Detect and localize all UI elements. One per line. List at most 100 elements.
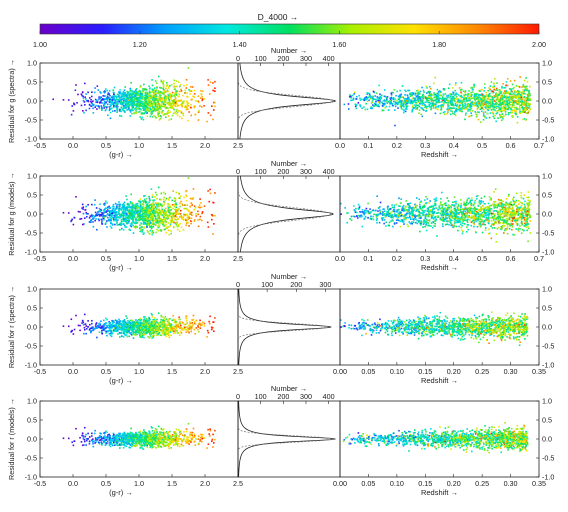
data-point bbox=[452, 93, 455, 95]
data-point bbox=[501, 101, 504, 104]
data-point bbox=[497, 103, 500, 106]
data-point bbox=[155, 218, 157, 220]
data-point bbox=[128, 206, 130, 209]
data-point bbox=[124, 93, 127, 95]
data-point bbox=[178, 93, 181, 96]
data-point bbox=[70, 113, 73, 116]
data-point bbox=[126, 97, 129, 99]
data-point bbox=[445, 202, 447, 204]
data-point bbox=[193, 208, 196, 211]
data-point bbox=[430, 222, 433, 224]
data-point bbox=[490, 237, 493, 240]
data-point bbox=[112, 216, 115, 219]
data-point bbox=[167, 97, 170, 100]
data-point bbox=[201, 211, 204, 213]
data-point bbox=[213, 101, 215, 104]
data-point bbox=[163, 216, 165, 219]
data-point bbox=[139, 99, 141, 102]
data-point bbox=[103, 218, 105, 221]
data-point bbox=[503, 102, 506, 104]
data-point bbox=[145, 103, 147, 106]
data-point bbox=[528, 99, 531, 101]
data-point bbox=[111, 214, 113, 216]
data-point bbox=[175, 218, 177, 221]
data-point bbox=[468, 219, 471, 221]
data-point bbox=[514, 100, 516, 102]
data-point bbox=[165, 211, 167, 213]
data-point bbox=[159, 114, 162, 117]
data-point bbox=[185, 190, 188, 192]
data-point bbox=[192, 197, 195, 199]
data-point bbox=[360, 214, 363, 217]
data-point bbox=[489, 99, 492, 101]
data-point bbox=[130, 98, 132, 101]
data-point bbox=[152, 102, 154, 105]
data-point bbox=[144, 99, 147, 102]
data-point bbox=[467, 93, 470, 95]
data-point bbox=[469, 98, 471, 101]
x-tick-label: 100 bbox=[255, 54, 267, 63]
x-tick-label: 0.7 bbox=[534, 141, 544, 150]
data-point bbox=[117, 95, 120, 98]
data-point bbox=[471, 110, 474, 112]
data-point bbox=[115, 218, 117, 220]
data-point bbox=[372, 95, 374, 98]
data-point bbox=[402, 96, 404, 99]
data-point bbox=[115, 211, 118, 213]
data-point bbox=[485, 91, 487, 94]
data-point bbox=[113, 218, 115, 221]
data-point bbox=[149, 91, 152, 94]
data-point bbox=[141, 207, 143, 210]
data-point bbox=[169, 211, 172, 214]
data-point bbox=[145, 202, 147, 204]
data-point bbox=[172, 215, 175, 217]
data-point bbox=[126, 109, 128, 111]
data-point bbox=[437, 100, 440, 103]
data-point bbox=[138, 219, 140, 221]
data-point bbox=[406, 94, 409, 96]
data-point bbox=[185, 84, 188, 86]
data-point bbox=[100, 218, 103, 221]
data-point bbox=[160, 203, 163, 206]
data-point bbox=[156, 211, 159, 214]
data-point bbox=[525, 112, 527, 114]
data-point bbox=[371, 101, 374, 104]
data-point bbox=[81, 203, 84, 206]
data-point bbox=[130, 105, 133, 107]
data-point bbox=[429, 96, 432, 99]
data-point bbox=[391, 102, 394, 105]
data-point bbox=[185, 219, 187, 221]
data-point bbox=[520, 220, 523, 223]
data-point bbox=[88, 221, 91, 223]
data-point bbox=[505, 113, 507, 116]
data-point bbox=[122, 214, 125, 217]
data-point bbox=[149, 102, 152, 105]
data-point bbox=[171, 204, 174, 206]
data-point bbox=[129, 90, 132, 92]
data-point bbox=[487, 109, 490, 112]
data-point bbox=[149, 115, 152, 118]
data-point bbox=[453, 205, 456, 207]
data-point bbox=[377, 99, 379, 101]
data-point bbox=[154, 219, 156, 222]
data-point bbox=[499, 205, 501, 208]
data-point bbox=[116, 108, 118, 111]
data-point bbox=[71, 218, 74, 221]
data-point bbox=[392, 206, 395, 209]
data-point bbox=[85, 93, 87, 95]
data-point bbox=[424, 103, 426, 106]
data-point bbox=[193, 96, 196, 98]
data-point bbox=[146, 219, 149, 221]
data-point bbox=[157, 202, 160, 204]
data-point bbox=[379, 99, 381, 102]
data-point bbox=[525, 98, 527, 100]
data-point bbox=[146, 202, 149, 205]
data-point bbox=[146, 92, 148, 95]
data-point bbox=[157, 102, 160, 105]
data-point bbox=[156, 105, 158, 108]
x-tick-label: 200 bbox=[277, 54, 289, 63]
data-point bbox=[164, 213, 167, 216]
data-point bbox=[141, 215, 143, 218]
data-point bbox=[176, 209, 179, 212]
data-point bbox=[112, 204, 115, 206]
